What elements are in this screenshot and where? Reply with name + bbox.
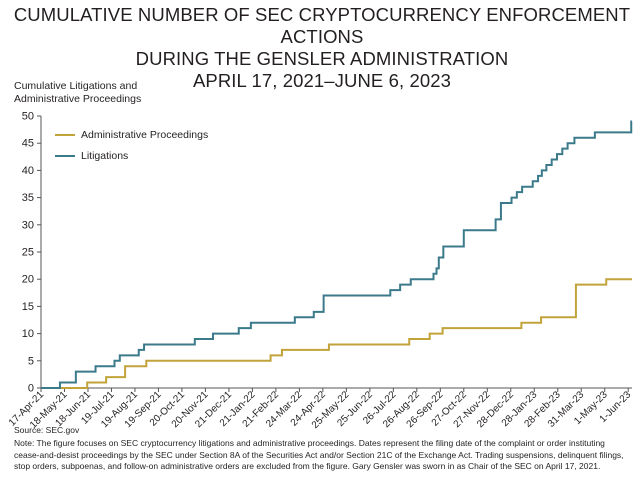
series-line-administrative-proceedings bbox=[41, 278, 632, 389]
chart-title-line-2: DURING THE GENSLER ADMINISTRATION bbox=[135, 48, 509, 69]
y-tick-label: 10 bbox=[22, 328, 34, 340]
note-text: Note: The figure focuses on SEC cryptocu… bbox=[14, 438, 624, 471]
y-tick-label: 25 bbox=[22, 247, 34, 259]
legend-swatch-admin bbox=[55, 133, 75, 136]
legend-item-litigations: Litigations bbox=[55, 145, 208, 166]
y-tick-label: 40 bbox=[22, 165, 34, 177]
y-tick-label: 50 bbox=[22, 111, 34, 123]
legend: Administrative Proceedings Litigations bbox=[55, 124, 208, 166]
legend-swatch-litigations bbox=[55, 154, 75, 157]
y-tick-label: 15 bbox=[22, 301, 34, 313]
chart-title: CUMULATIVE NUMBER OF SEC CRYPTOCURRENCY … bbox=[0, 4, 644, 92]
y-tick-label: 45 bbox=[22, 138, 34, 150]
y-tick-label: 5 bbox=[28, 355, 34, 367]
source-text: Source: SEC.gov bbox=[14, 425, 80, 435]
series-line-litigations bbox=[41, 120, 633, 389]
y-axis-label-line-1: Cumulative Litigations and bbox=[14, 80, 138, 92]
legend-item-admin: Administrative Proceedings bbox=[55, 124, 208, 145]
legend-label-admin: Administrative Proceedings bbox=[81, 128, 209, 141]
legend-label-litigations: Litigations bbox=[81, 149, 129, 162]
y-tick-label: 0 bbox=[28, 383, 34, 395]
y-tick-label: 30 bbox=[22, 219, 34, 231]
y-axis-label: Cumulative Litigations and Administrativ… bbox=[14, 80, 184, 106]
chart-title-line-1: CUMULATIVE NUMBER OF SEC CRYPTOCURRENCY … bbox=[13, 4, 631, 47]
y-tick-label: 35 bbox=[22, 192, 34, 204]
y-tick-label: 20 bbox=[22, 274, 34, 286]
chart-title-line-3: APRIL 17, 2021–JUNE 6, 2023 bbox=[192, 70, 452, 91]
y-axis-label-line-2: Administrative Proceedings bbox=[14, 93, 142, 105]
